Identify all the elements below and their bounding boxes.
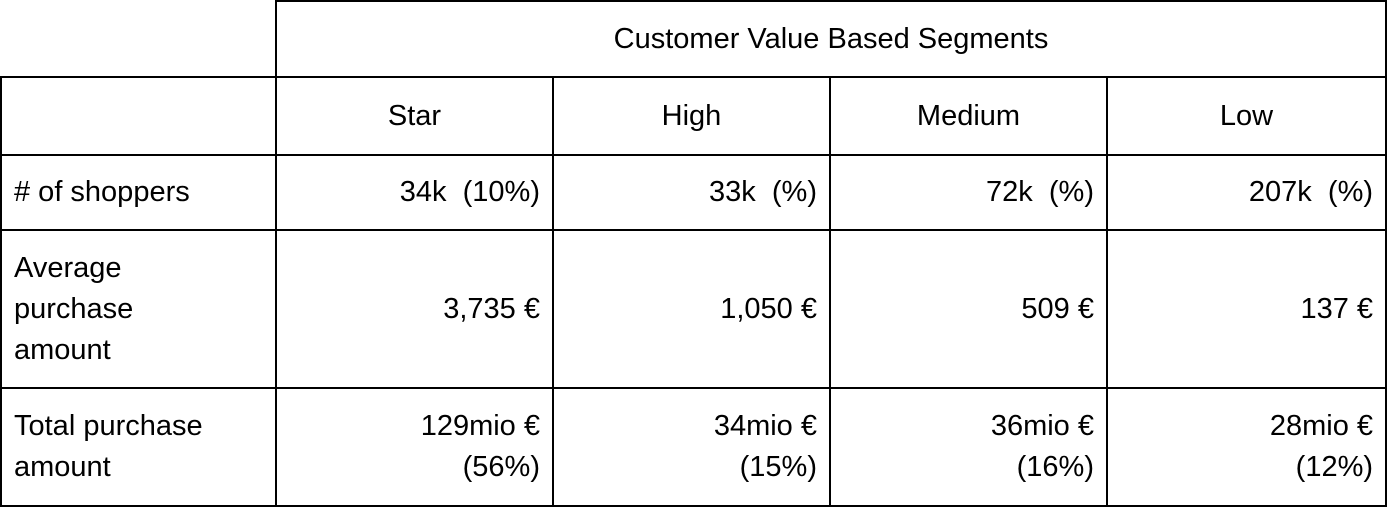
row-label-line: Total purchase [14,410,203,442]
table-row: Average purchase amount 3,735 € 1,050 € … [0,229,1388,389]
segment-header-star: Star [275,76,554,156]
shoppers-high-cell: 33k (%) [552,154,831,231]
row-label-line: amount [14,333,111,366]
row-label-average-purchase: Average purchase amount [0,229,277,389]
row-label-line: purchase [14,292,134,325]
row-label-line: Average [14,251,122,284]
average-medium-cell: 509 € [829,229,1108,389]
super-header-cell: Customer Value Based Segments [274,0,1388,78]
segment-header-row: Star High Medium Low [0,76,1388,156]
row-label-line: amount [14,451,111,483]
shoppers-star-cell: 34k (10%) [275,154,554,231]
total-amount: 36mio € [990,410,1094,442]
total-share: (56%) [462,451,540,483]
average-star-cell: 3,735 € [275,229,554,389]
table-row: # of shoppers 34k (10%) 33k (%) 72k (%) … [0,154,1388,231]
average-low-cell: 137 € [1105,229,1388,389]
row-label-header-cell [0,76,277,156]
shoppers-medium-cell: 72k (%) [829,154,1108,231]
average-high-cell: 1,050 € [552,229,831,389]
total-amount: 129mio € [420,410,540,442]
total-amount: 28mio € [1269,410,1374,442]
total-share: (12%) [1295,451,1374,483]
segment-header-medium: Medium [829,76,1108,156]
segment-header-low: Low [1105,76,1388,156]
row-label-total-purchase: Total purchase amount [0,387,277,507]
corner-cell [1,1,277,78]
total-star-cell: 129mio € (56%) [275,387,554,507]
total-high-cell: 34mio € (15%) [552,387,831,507]
total-share: (16%) [1016,451,1094,483]
total-low-cell: 28mio € (12%) [1105,387,1388,507]
super-header-row: Customer Value Based Segments [1,0,1388,78]
table-row: Total purchase amount 129mio € (56%) 34m… [0,387,1388,507]
segment-header-high: High [552,76,831,156]
total-amount: 34mio € [713,410,817,442]
total-share: (15%) [739,451,817,483]
row-label-shoppers: # of shoppers [0,154,277,231]
shoppers-low-cell: 207k (%) [1105,154,1388,231]
total-medium-cell: 36mio € (16%) [829,387,1108,507]
